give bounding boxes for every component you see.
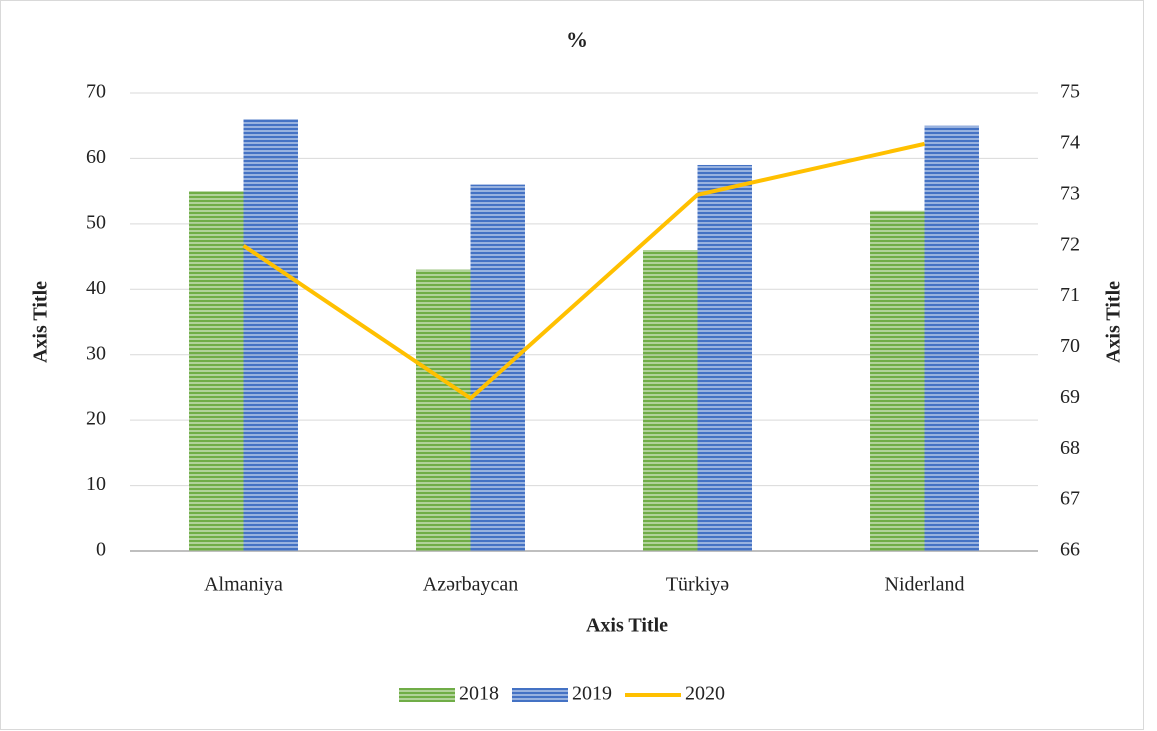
y2-tick-label: 75 — [1060, 81, 1080, 103]
legend-label: 2018 — [459, 683, 499, 705]
bar — [924, 125, 979, 551]
y-tick-label: 20 — [86, 408, 106, 430]
bar — [870, 210, 925, 551]
legend-swatch — [512, 688, 568, 702]
bar — [643, 250, 698, 551]
y2-tick-label: 69 — [1060, 386, 1080, 408]
line-series — [242, 141, 925, 401]
y-tick-label: 70 — [86, 81, 106, 103]
y-tick-label: 40 — [86, 277, 106, 299]
y2-tick-label: 66 — [1060, 539, 1080, 561]
bar — [416, 269, 471, 551]
y-tick-label: 30 — [86, 342, 106, 364]
bar — [243, 119, 298, 552]
x-tick-label: Azərbaycan — [423, 574, 519, 596]
x-tick-label: Türkiyə — [666, 574, 729, 596]
y2-tick-label: 74 — [1060, 131, 1080, 153]
y-tick-label: 50 — [86, 211, 106, 233]
y2-tick-label: 73 — [1060, 182, 1080, 204]
chart-title: % — [566, 27, 588, 52]
y2-axis-title: Axis Title — [1103, 281, 1125, 363]
legend-swatch — [399, 688, 455, 702]
x-axis-title: Axis Title — [586, 615, 668, 637]
legend-label: 2019 — [572, 683, 612, 705]
y2-tick-label: 72 — [1060, 233, 1080, 255]
y-axis-title: Axis Title — [30, 281, 52, 363]
y2-tick-label: 71 — [1060, 284, 1080, 306]
bar — [470, 184, 525, 551]
y2-tick-label: 67 — [1060, 488, 1080, 510]
y-tick-label: 60 — [86, 146, 106, 168]
x-tick-label: Almaniya — [204, 574, 283, 596]
legend-label: 2020 — [685, 683, 725, 705]
bar — [697, 164, 752, 551]
y-tick-label: 0 — [96, 539, 106, 561]
y2-tick-label: 68 — [1060, 437, 1080, 459]
bar — [189, 191, 244, 551]
y-tick-label: 10 — [86, 473, 106, 495]
y2-tick-label: 70 — [1060, 335, 1080, 357]
x-tick-label: Niderland — [885, 574, 965, 596]
